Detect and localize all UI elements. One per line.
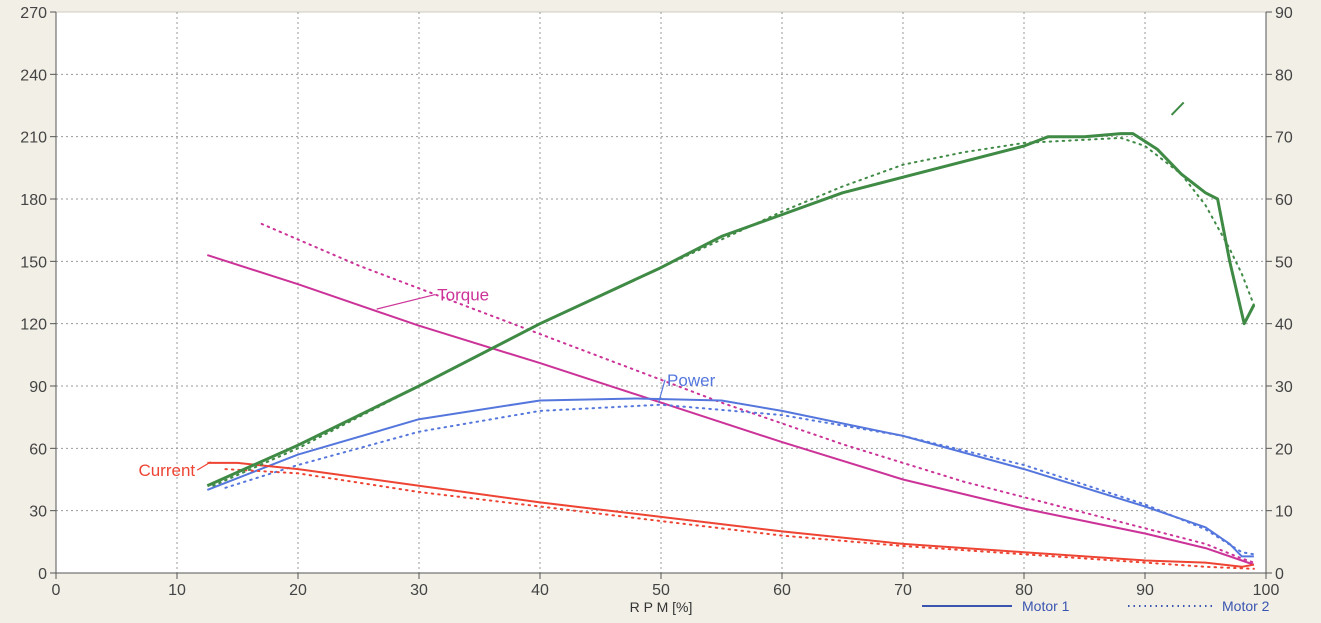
power-series-label: Power — [667, 371, 716, 390]
y-right-tick-label: 90 — [1275, 5, 1293, 22]
y-left-tick-label: 0 — [38, 566, 47, 583]
y-right-tick-label: 40 — [1275, 317, 1293, 334]
y-left-tick-label: 240 — [20, 67, 47, 84]
y-left-tick-label: 270 — [20, 5, 47, 22]
power-label-leader — [658, 379, 666, 403]
y-left-tick-label: 90 — [29, 379, 47, 396]
power-motor1-line — [206, 397, 1254, 558]
y-left-tick-label: 180 — [20, 192, 47, 209]
current-motor2-line — [224, 468, 1255, 570]
current-motor1-line — [207, 461, 1255, 568]
x-tick-label: 10 — [168, 582, 186, 599]
y-left-tick-label: 150 — [20, 254, 47, 271]
y-right-tick-label: 20 — [1275, 441, 1293, 458]
y-right-tick-label: 70 — [1275, 130, 1293, 147]
current-label-leader — [196, 461, 212, 471]
x-tick-label: 20 — [289, 582, 307, 599]
x-tick-label: 90 — [1136, 582, 1154, 599]
torque-motor1-line — [206, 254, 1255, 566]
x-tick-label: 0 — [52, 582, 61, 599]
y-right-tick-label: 80 — [1275, 67, 1293, 84]
series-lines — [206, 101, 1256, 570]
torque-series-label: Torque — [437, 286, 489, 305]
legend-motor2-label: Motor 2 — [1222, 598, 1270, 614]
motor-green-fragment — [1170, 101, 1185, 116]
x-tick-label: 30 — [410, 582, 428, 599]
y-left-tick-label: 60 — [29, 441, 47, 458]
legend-motor1-label: Motor 1 — [1022, 598, 1070, 614]
axes: 0 10 20 30 40 50 60 70 80 90 100030609012015018021… — [20, 5, 1293, 599]
y-right-tick-label: 60 — [1275, 192, 1293, 209]
x-tick-label: 100 — [1253, 582, 1280, 599]
y-left-tick-label: 30 — [29, 504, 47, 521]
grid — [56, 12, 1266, 573]
current-series-label: Current — [138, 461, 195, 480]
x-tick-label: 40 — [531, 582, 549, 599]
y-left-tick-label: 210 — [20, 130, 47, 147]
x-axis-title: R P M [%] — [630, 599, 693, 615]
y-right-tick-label: 10 — [1275, 504, 1293, 521]
x-tick-label: 70 — [894, 582, 912, 599]
power-motor2-line — [224, 403, 1255, 556]
y-left-tick-label: 120 — [20, 317, 47, 334]
y-right-tick-label: 30 — [1275, 379, 1293, 396]
y-right-tick-label: 0 — [1275, 566, 1284, 583]
torque-label-leader — [376, 293, 436, 310]
x-tick-label: 50 — [652, 582, 670, 599]
motor-green-motor2-line — [212, 136, 1255, 487]
motor-green-motor1-line — [206, 132, 1256, 488]
series-labels: Torque Power Current — [138, 286, 715, 481]
y-right-tick-label: 50 — [1275, 254, 1293, 271]
x-tick-label: 60 — [773, 582, 791, 599]
x-tick-label: 80 — [1015, 582, 1033, 599]
legend: Motor 1 Motor 2 — [922, 598, 1270, 614]
